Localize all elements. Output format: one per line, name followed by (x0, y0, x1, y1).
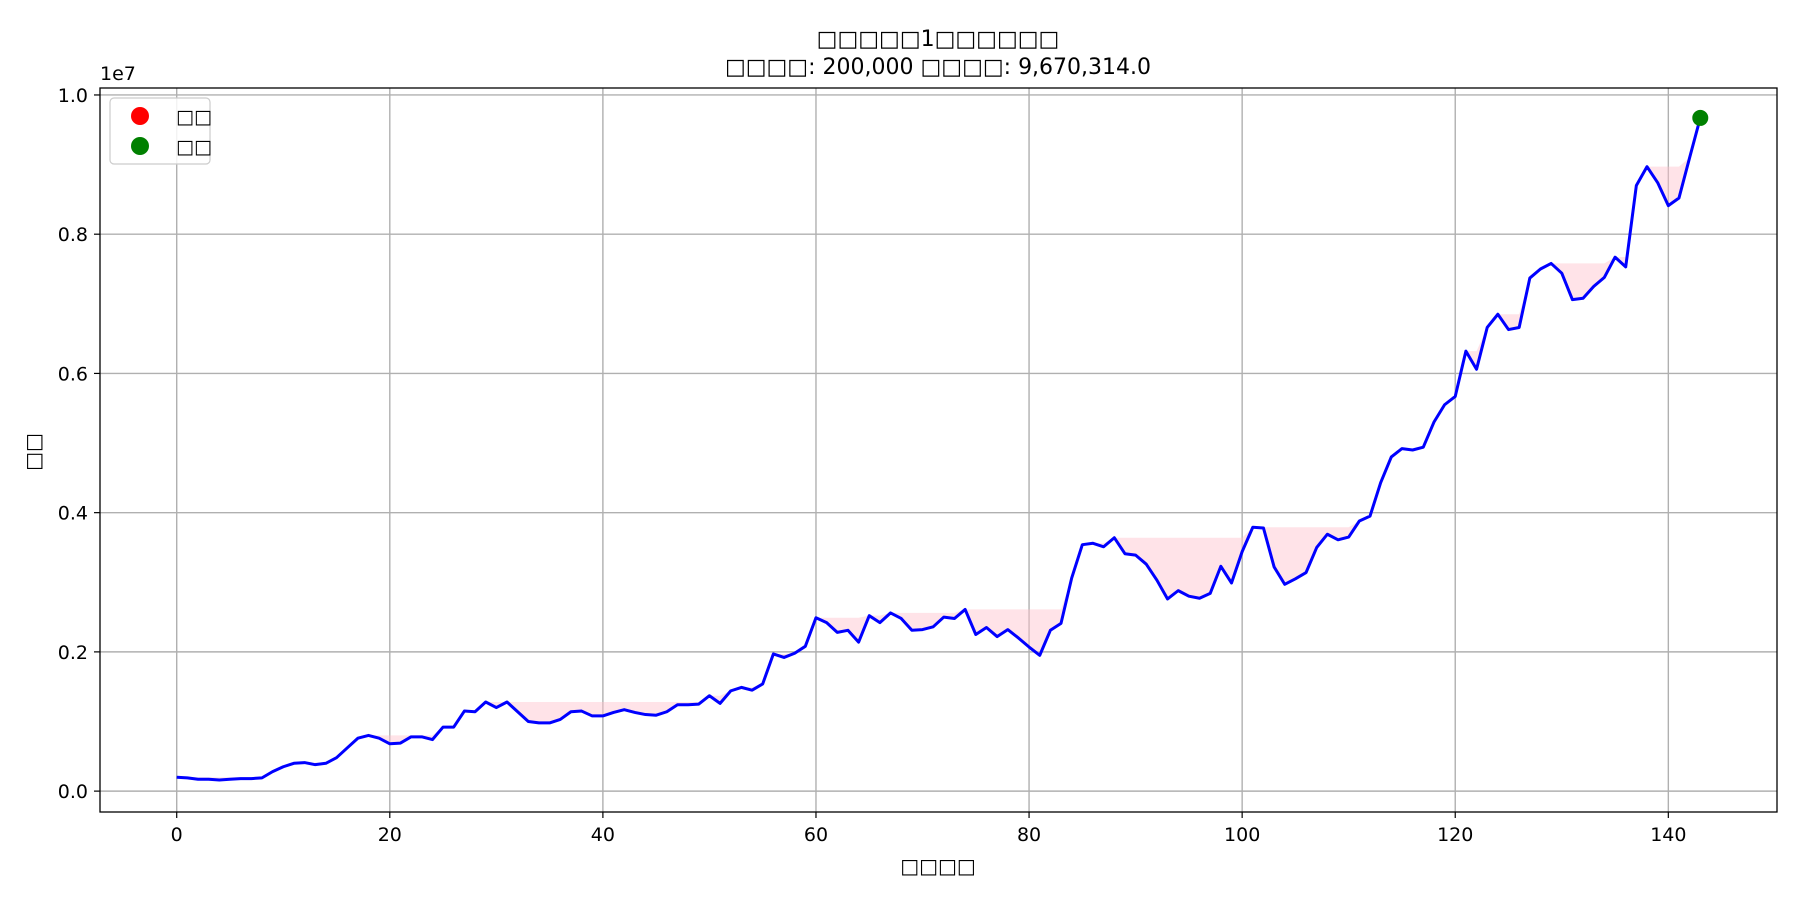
legend-label: □□ (176, 106, 212, 128)
x-tick-label: 100 (1224, 824, 1260, 846)
drawdown-fill-group (176, 117, 1701, 780)
equity-series-line (176, 117, 1702, 782)
grid-lines (100, 88, 1777, 812)
subtitle-final-label: □□□□ (921, 55, 1004, 80)
x-tick-label: 60 (804, 824, 828, 846)
x-axis-label: □□□□ (900, 854, 976, 878)
y-offset-text: 1e7 (100, 63, 136, 85)
legend-label: □□ (176, 136, 212, 158)
legend: □□ □□ (109, 97, 212, 165)
x-tick-label: 40 (591, 824, 615, 846)
x-tick-label: 80 (1017, 824, 1041, 846)
subtitle-sep-1: : (808, 55, 822, 80)
chart-subtitle: □□□□: 200,000 □□□□: 9,670,314.0 (725, 55, 1151, 80)
drawdown-fill (176, 117, 1701, 780)
y-tick-label: 0.2 (58, 642, 88, 664)
subtitle-final-value: 9,670,314.0 (1018, 55, 1151, 80)
x-tick-label: 0 (171, 824, 183, 846)
series-group (176, 117, 1702, 782)
x-axis-ticks: 0 20 40 60 80 100 120 140 (171, 812, 1686, 846)
y-tick-label: 0.4 (58, 503, 88, 525)
x-tick-label: 120 (1437, 824, 1473, 846)
subtitle-initial-value: 200,000 (823, 55, 914, 80)
legend-marker (131, 137, 149, 155)
y-tick-label: 0.6 (58, 363, 88, 385)
legend-marker (131, 107, 149, 125)
x-tick-label: 20 (378, 824, 402, 846)
chart-title-group: □□□□□1□□□□□□ □□□□: 200,000 □□□□: 9,670,3… (725, 27, 1151, 80)
y-tick-label: 0.8 (58, 224, 88, 246)
y-axis-ticks: 0.0 0.2 0.4 0.6 0.8 1.0 (58, 85, 100, 803)
y-tick-label: 1.0 (58, 85, 88, 107)
plot-frame (99, 87, 1778, 813)
subtitle-initial-label: □□□□ (725, 55, 808, 80)
x-tick-label: 140 (1650, 824, 1686, 846)
marker-group (1692, 109, 1709, 126)
end-point-marker (1692, 109, 1709, 126)
y-axis-label: □□ (21, 433, 45, 471)
axes-frame (99, 87, 1778, 813)
subtitle-sep-2: : (1004, 55, 1018, 80)
subtitle-space (914, 55, 921, 80)
chart-title: □□□□□1□□□□□□ (817, 27, 1060, 52)
y-tick-label: 0.0 (58, 781, 88, 803)
